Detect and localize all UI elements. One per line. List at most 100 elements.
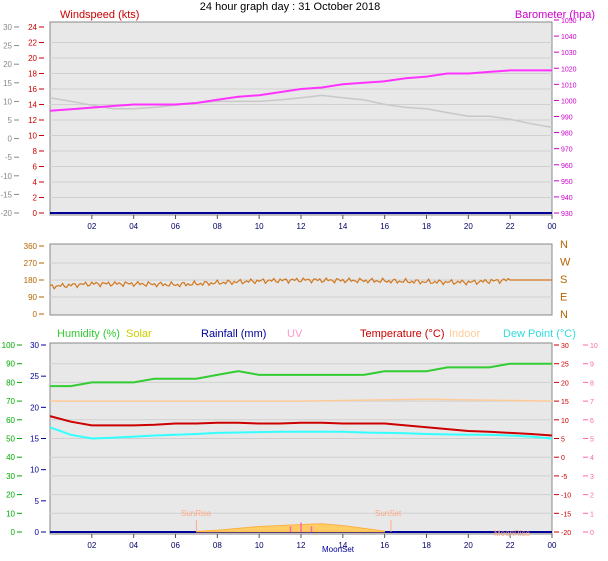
x-tick-label: 14 bbox=[338, 222, 347, 231]
uv-tick-label: 8 bbox=[590, 380, 594, 387]
x-tick-label: 12 bbox=[297, 222, 306, 231]
barometer-tick-label: 1030 bbox=[561, 50, 577, 57]
x-tick-label: 16 bbox=[380, 541, 389, 550]
temperature-tick-label: -5 bbox=[561, 474, 567, 481]
humidity-tick-label: 70 bbox=[6, 397, 15, 406]
wind-direction-line bbox=[49, 276, 552, 290]
humidity-legend: Humidity (%) bbox=[57, 328, 120, 340]
rainfall-tick-label: 0 bbox=[35, 528, 40, 537]
outer-axis-tick-label: 10 bbox=[3, 97, 12, 106]
x-tick-label: 20 bbox=[464, 541, 473, 550]
temperature-tick-label: 10 bbox=[561, 418, 569, 425]
direction-tick-label: 360 bbox=[24, 242, 38, 251]
x-tick-label: 04 bbox=[129, 541, 138, 550]
x-tick-label: 00 bbox=[548, 541, 557, 550]
dewpoint-legend: Dew Point (°C) bbox=[503, 328, 576, 340]
indoor-legend: Indoor bbox=[449, 328, 481, 340]
temperature-legend: Temperature (°C) bbox=[360, 328, 444, 340]
barometer-tick-label: 1050 bbox=[561, 18, 577, 25]
rainfall-tick-label: 25 bbox=[30, 372, 39, 381]
x-tick-label: 02 bbox=[87, 222, 96, 231]
chart-title: 24 hour graph day : 31 October 2018 bbox=[200, 1, 380, 13]
uv-tick-label: 10 bbox=[590, 343, 598, 350]
windspeed-tick-label: 16 bbox=[28, 85, 37, 94]
rainfall-tick-label: 10 bbox=[30, 466, 39, 475]
x-tick-label: 06 bbox=[171, 222, 180, 231]
humidity-tick-label: 20 bbox=[6, 491, 15, 500]
x-tick-label: 00 bbox=[548, 222, 557, 231]
temperature-tick-label: 20 bbox=[561, 380, 569, 387]
x-tick-label: 02 bbox=[87, 541, 96, 550]
outer-axis-tick-label: 25 bbox=[3, 42, 12, 51]
humidity-tick-label: 40 bbox=[6, 453, 15, 462]
uv-tick-label: 5 bbox=[590, 437, 594, 444]
uv-tick-label: 6 bbox=[590, 418, 594, 425]
barometer-tick-label: 1040 bbox=[561, 34, 577, 41]
rainfall-tick-label: 30 bbox=[30, 341, 39, 350]
barometer-axis-label: Barometer (hpa) bbox=[515, 9, 595, 21]
windspeed-tick-label: 12 bbox=[28, 116, 37, 125]
x-tick-label: 18 bbox=[422, 222, 431, 231]
uv-tick-label: 4 bbox=[590, 455, 594, 462]
direction-tick-label: 90 bbox=[28, 293, 37, 302]
outer-axis-tick-label: 20 bbox=[3, 60, 12, 69]
humidity-tick-label: 30 bbox=[6, 472, 15, 481]
direction-tick-label: 0 bbox=[33, 310, 38, 319]
barometer-tick-label: 940 bbox=[561, 195, 573, 202]
uv-tick-label: 3 bbox=[590, 474, 594, 481]
uv-tick-label: 9 bbox=[590, 362, 594, 369]
wind-panel-axes: 242220181614121086420302520151050-5-10-1… bbox=[0, 18, 576, 231]
x-tick-label: 12 bbox=[297, 541, 306, 550]
sunrise-annotation: SunRise bbox=[181, 509, 212, 518]
windspeed-tick-label: 10 bbox=[28, 132, 37, 141]
barometer-tick-label: 1020 bbox=[561, 66, 577, 73]
x-tick-label: 10 bbox=[255, 222, 264, 231]
windspeed-axis-label: Windspeed (kts) bbox=[60, 9, 139, 21]
humidity-tick-label: 60 bbox=[6, 416, 15, 425]
x-tick-label: 22 bbox=[506, 541, 515, 550]
uv-tick-label: 2 bbox=[590, 493, 594, 500]
outer-axis-tick-label: 0 bbox=[8, 135, 13, 144]
humidity-tick-label: 0 bbox=[11, 528, 16, 537]
humidity-tick-label: 80 bbox=[6, 378, 15, 387]
wind-panel-series bbox=[49, 69, 553, 129]
uv-tick-label: 7 bbox=[590, 399, 594, 406]
x-tick-label: 22 bbox=[506, 222, 515, 231]
windspeed-tick-label: 14 bbox=[28, 101, 37, 110]
uv-tick-label: 1 bbox=[590, 511, 594, 518]
compass-label: E bbox=[560, 292, 567, 304]
outer-axis-tick-label: -5 bbox=[5, 153, 13, 162]
outer-axis-tick-label: 30 bbox=[3, 23, 12, 32]
solar-legend: Solar bbox=[126, 328, 152, 340]
compass-label: W bbox=[560, 257, 571, 269]
temperature-tick-label: 15 bbox=[561, 399, 569, 406]
moonrise-annotation: MoonRise bbox=[494, 529, 531, 538]
uv-tick-label: 0 bbox=[590, 530, 594, 537]
temperature-tick-label: 30 bbox=[561, 343, 569, 350]
temperature-tick-label: 0 bbox=[561, 455, 565, 462]
compass-label: N bbox=[560, 309, 568, 321]
lower-panel-series bbox=[49, 362, 553, 533]
rainfall-tick-label: 15 bbox=[30, 435, 39, 444]
moonset-annotation: MoonSet bbox=[322, 545, 355, 554]
humidity-tick-label: 10 bbox=[6, 509, 15, 518]
windspeed-tick-label: 6 bbox=[33, 163, 38, 172]
barometer-tick-label: 980 bbox=[561, 131, 573, 138]
humidity-tick-label: 100 bbox=[2, 341, 16, 350]
direction-tick-label: 180 bbox=[24, 276, 38, 285]
sunset-annotation: SunSet bbox=[375, 509, 402, 518]
temperature-tick-label: -20 bbox=[561, 530, 571, 537]
windspeed-tick-label: 2 bbox=[33, 194, 38, 203]
humidity-tick-label: 50 bbox=[6, 435, 15, 444]
barometer-tick-label: 1000 bbox=[561, 98, 577, 105]
compass-label: S bbox=[560, 274, 567, 286]
x-tick-label: 14 bbox=[338, 541, 347, 550]
barometer-tick-label: 960 bbox=[561, 163, 573, 170]
direction-panel-series bbox=[49, 276, 552, 290]
temperature-tick-label: -15 bbox=[561, 511, 571, 518]
temperature-tick-label: 5 bbox=[561, 437, 565, 444]
humidity-tick-label: 90 bbox=[6, 360, 15, 369]
windspeed-tick-label: 18 bbox=[28, 70, 37, 79]
